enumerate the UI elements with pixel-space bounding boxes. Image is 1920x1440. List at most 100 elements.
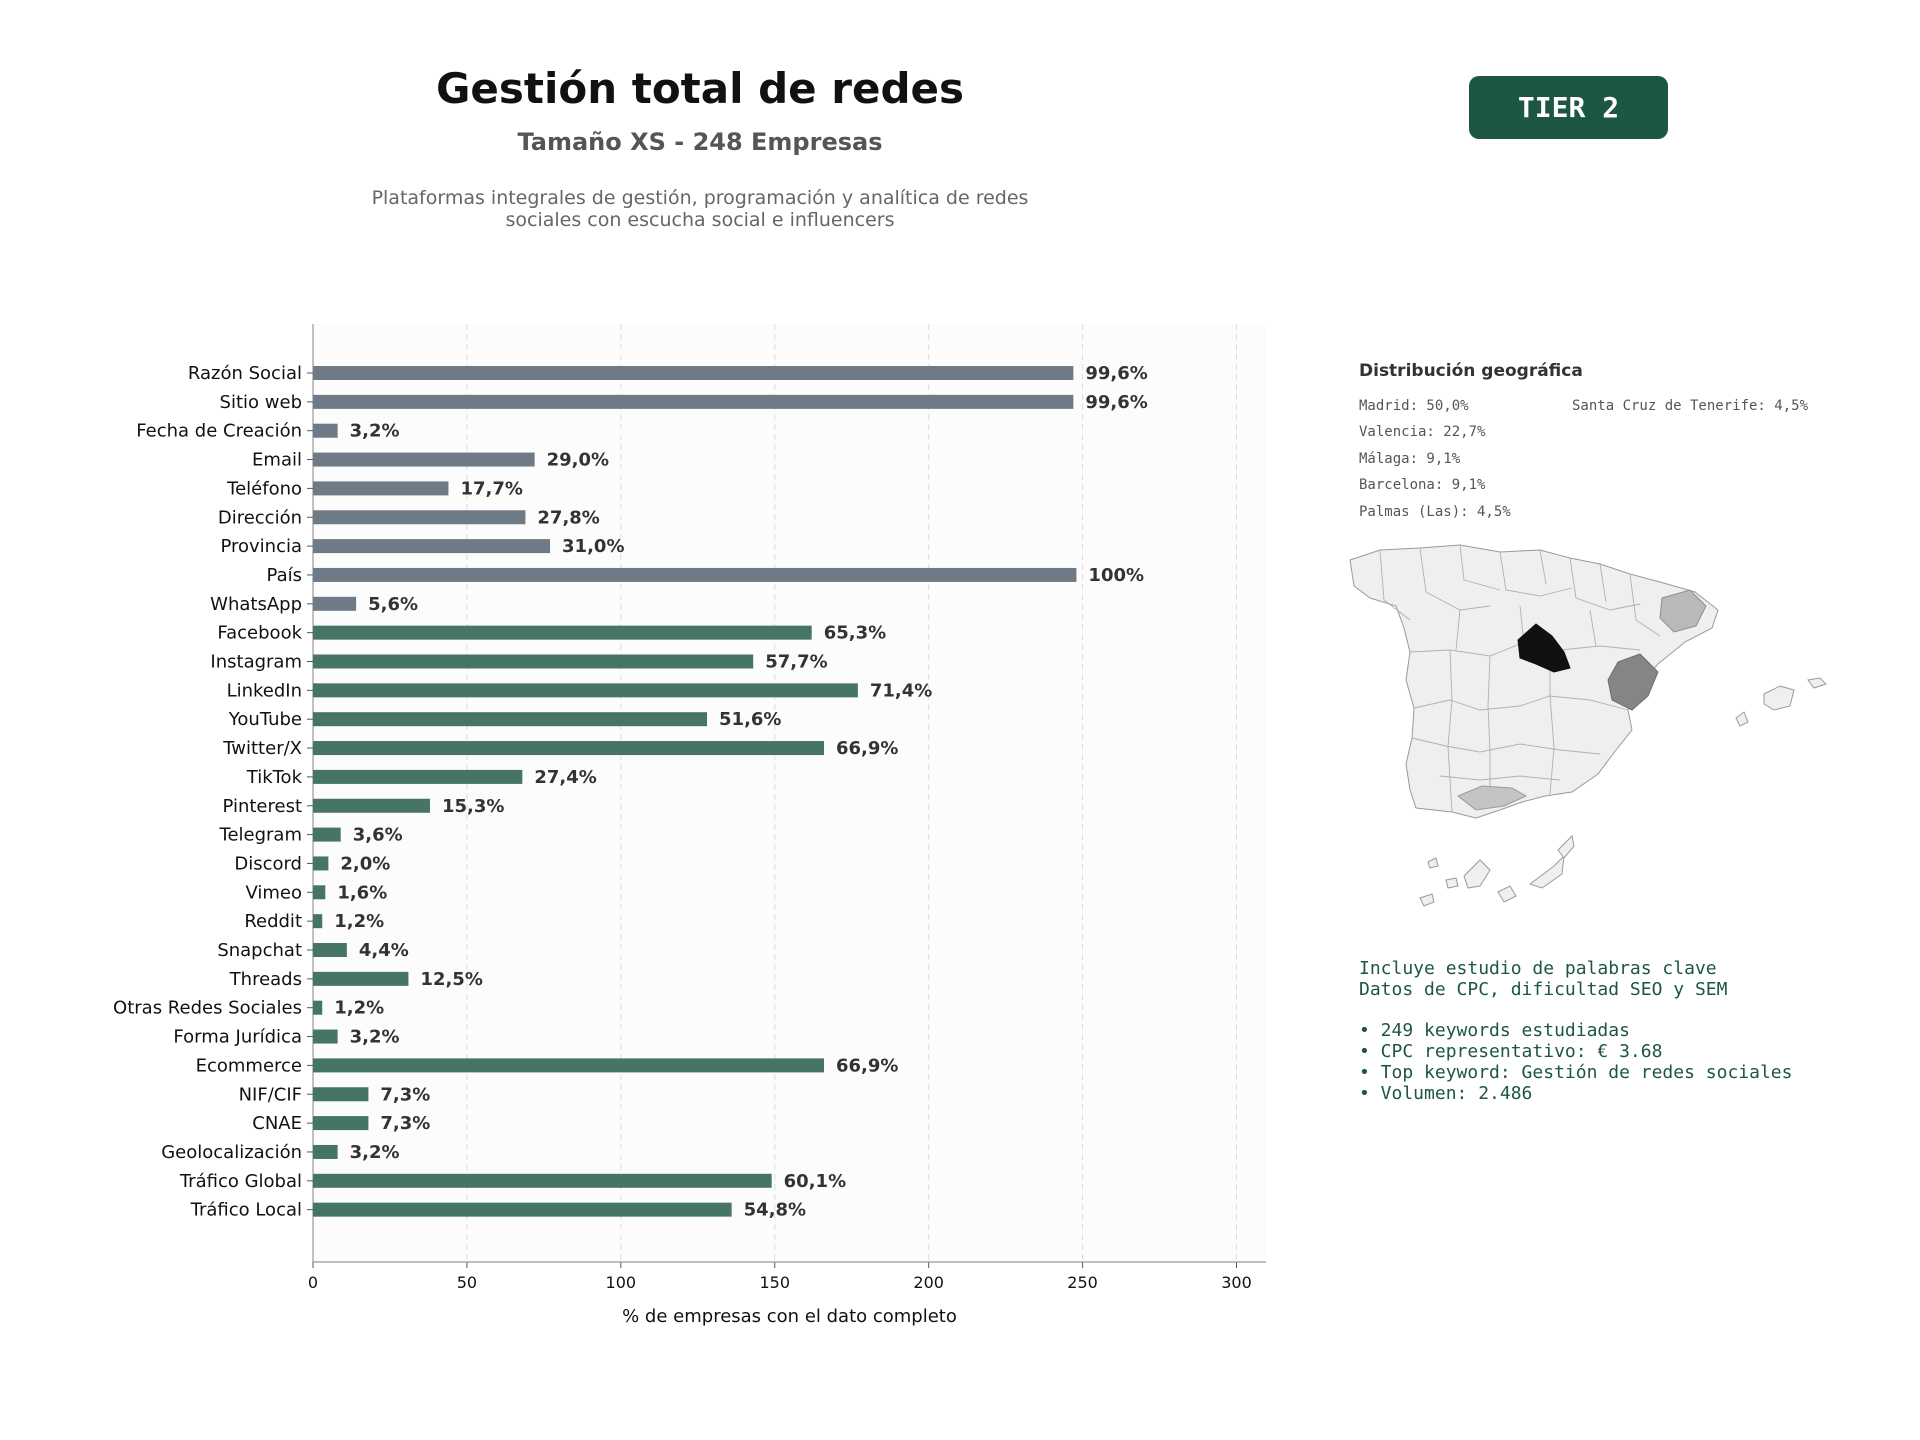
data-label: 7,3% — [380, 1084, 430, 1105]
category-label: Tráfico Global — [179, 1171, 302, 1192]
category-label: Pinterest — [222, 796, 302, 817]
category-label: WhatsApp — [210, 594, 302, 615]
data-label: 3,6% — [353, 825, 403, 846]
data-label: 5,6% — [368, 594, 418, 615]
category-label: Forma Jurídica — [173, 1027, 302, 1048]
map-balearic-menorca — [1807, 677, 1827, 689]
x-tick-label: 300 — [1221, 1273, 1252, 1292]
map-province-barcelona — [1659, 589, 1707, 633]
category-label: Telegram — [219, 825, 302, 846]
data-label: 29,0% — [547, 450, 609, 471]
bar — [313, 798, 430, 813]
category-label: NIF/CIF — [239, 1084, 302, 1105]
data-label: 7,3% — [380, 1113, 430, 1134]
category-label: País — [267, 565, 302, 586]
category-label: Twitter/X — [222, 738, 302, 759]
bar — [313, 1173, 772, 1188]
data-label: 57,7% — [765, 652, 827, 673]
category-label: Discord — [234, 853, 302, 874]
data-label: 99,6% — [1085, 392, 1147, 413]
keywords-bullet: • 249 keywords estudiadas — [1359, 1020, 1630, 1041]
page-title: Gestión total de redes — [435, 64, 965, 113]
map-canary-5 — [1528, 854, 1565, 889]
map-canary-1 — [1419, 893, 1435, 907]
bar — [313, 394, 1074, 409]
map-province-madrid — [1517, 623, 1571, 673]
category-label: YouTube — [228, 709, 302, 730]
map-province-malaga — [1457, 785, 1528, 811]
x-tick-label: 50 — [457, 1273, 477, 1292]
bar — [313, 567, 1077, 582]
keywords-line-2: Datos de CPC, dificultad SEO y SEM — [1359, 979, 1728, 1000]
data-label: 12,5% — [420, 969, 482, 990]
category-label: Ecommerce — [196, 1055, 302, 1076]
bar — [313, 1058, 825, 1073]
map-canary-6 — [1557, 834, 1575, 859]
bar — [313, 827, 341, 842]
keywords-line-1: Incluye estudio de palabras clave — [1359, 958, 1717, 979]
data-label: 27,8% — [537, 507, 599, 528]
bar — [313, 452, 535, 467]
category-label: Instagram — [210, 652, 302, 673]
tier-badge: TIER 2 — [1469, 76, 1668, 139]
page-description: Plataformas integrales de gestión, progr… — [300, 187, 1100, 231]
data-label: 99,6% — [1085, 363, 1147, 384]
map-balearic-mallorca — [1763, 685, 1795, 711]
category-label: Snapchat — [217, 940, 302, 961]
bar — [313, 856, 329, 871]
geo-distribution-title: Distribución geográfica — [1359, 361, 1583, 381]
category-label: Facebook — [217, 623, 302, 644]
map-canary-7 — [1427, 857, 1439, 869]
data-label: 1,2% — [334, 998, 384, 1019]
data-label: 51,6% — [719, 709, 781, 730]
bar — [313, 885, 326, 900]
spain-provinces-map — [1349, 544, 1827, 907]
data-label: 1,2% — [334, 911, 384, 932]
x-axis-label: % de empresas con el dato completo — [622, 1306, 957, 1327]
category-label: Threads — [229, 969, 302, 990]
category-label: LinkedIn — [227, 680, 302, 701]
map-canary-3 — [1463, 859, 1491, 889]
category-label: Reddit — [244, 911, 302, 932]
x-tick-label: 100 — [606, 1273, 637, 1292]
data-label: 31,0% — [562, 536, 624, 557]
data-label: 100% — [1088, 565, 1144, 586]
data-label: 66,9% — [836, 1055, 898, 1076]
category-label: TikTok — [246, 767, 303, 788]
data-label: 65,3% — [824, 623, 886, 644]
keywords-bullet: • Volumen: 2.486 — [1359, 1083, 1533, 1104]
data-label: 27,4% — [534, 767, 596, 788]
x-tick-label: 150 — [759, 1273, 790, 1292]
geo-item: Madrid: 50,0% — [1359, 398, 1469, 414]
plot-area — [313, 324, 1266, 1262]
data-label: 17,7% — [460, 478, 522, 499]
category-label: Vimeo — [245, 882, 302, 903]
category-label: Geolocalización — [161, 1142, 302, 1163]
bar — [313, 1144, 338, 1159]
bar — [313, 769, 523, 784]
map-canary-4 — [1497, 885, 1517, 903]
bar — [313, 1116, 369, 1131]
bar — [313, 1029, 338, 1044]
description-line-2: sociales con escucha social e influencer… — [505, 209, 895, 231]
category-label: Provincia — [220, 536, 302, 557]
category-label: Teléfono — [226, 478, 302, 499]
data-label: 3,2% — [350, 421, 400, 442]
bar — [313, 423, 338, 438]
bar — [313, 683, 858, 698]
bar — [313, 1087, 369, 1102]
bar — [313, 539, 551, 554]
data-label: 4,4% — [359, 940, 409, 961]
category-label: Otras Redes Sociales — [113, 998, 302, 1019]
category-label: Fecha de Creación — [136, 421, 302, 442]
bar-chart: 0 50 100 150 200 250 300 % de empresas con el d… — [113, 324, 1266, 1327]
data-label: 60,1% — [784, 1171, 846, 1192]
data-label: 66,9% — [836, 738, 898, 759]
geo-item: Málaga: 9,1% — [1359, 451, 1461, 467]
category-label: Razón Social — [188, 363, 302, 384]
map-balearic-ibiza — [1735, 711, 1749, 727]
bar — [313, 741, 825, 756]
data-label: 15,3% — [442, 796, 504, 817]
bar — [313, 596, 357, 611]
data-label: 3,2% — [350, 1027, 400, 1048]
